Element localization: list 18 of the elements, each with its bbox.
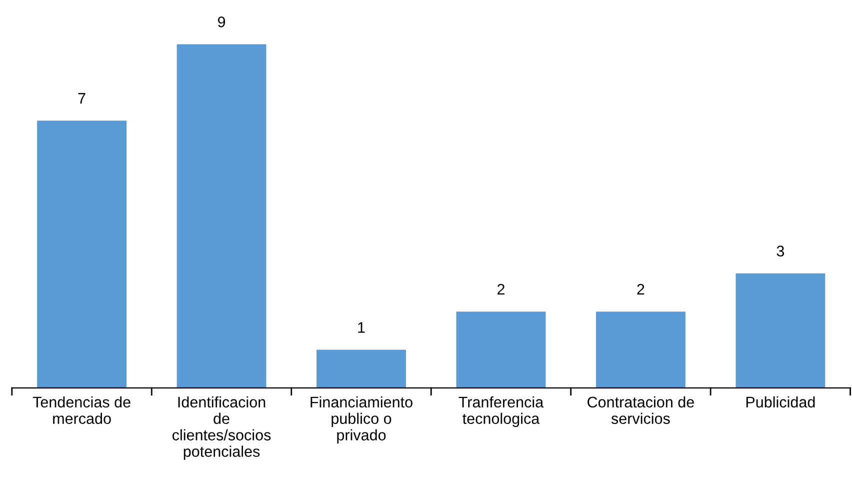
data-label: 2: [497, 284, 504, 295]
x-tick-label: Financiamiento publico o privado: [310, 396, 412, 444]
bar: [176, 44, 266, 388]
data-label: 2: [637, 284, 644, 295]
bar: [316, 350, 406, 388]
x-tick-label: Identificacion de clientes/socios potenciales: [172, 396, 271, 460]
bar: [37, 120, 127, 388]
bar: [456, 312, 546, 388]
data-label: 9: [218, 16, 226, 28]
data-label: 1: [358, 322, 365, 333]
bar: [596, 312, 686, 388]
x-tick-label: Tendencias de mercado: [32, 396, 130, 424]
data-label: 3: [776, 246, 784, 256]
x-tick-label: Publicidad: [746, 396, 815, 408]
bar: [736, 273, 826, 388]
data-label: 7: [78, 93, 86, 104]
x-tick-label: Tranferencia tecnologica: [458, 396, 544, 428]
x-tick-label: Contratacion de servicios: [588, 396, 694, 424]
